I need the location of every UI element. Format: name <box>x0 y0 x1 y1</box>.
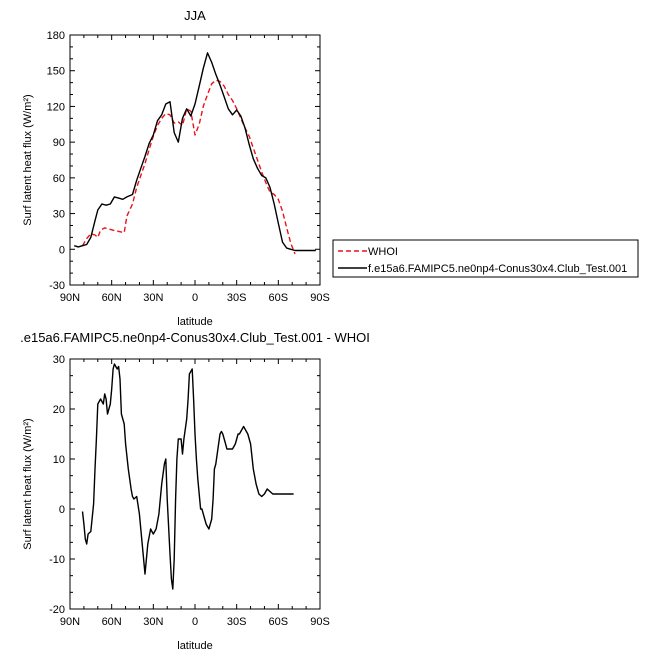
legend-label-whoi: WHOI <box>368 246 398 258</box>
plot-area <box>69 358 321 610</box>
plot-frame <box>69 358 321 610</box>
y-tick-label: 120 <box>47 101 65 113</box>
chart-title: .e15a6.FAMIPC5.ne0np4-Conus30x4.Club_Tes… <box>20 330 370 345</box>
x-tick-label: 30N <box>143 292 163 304</box>
series-line-2 <box>74 52 316 252</box>
x-tick-label: 0 <box>192 292 198 304</box>
x-tick-label: 90S <box>310 616 330 628</box>
y-tick-label: 90 <box>53 137 65 149</box>
y-tick-label: 0 <box>59 244 65 256</box>
y-tick-label: -10 <box>49 554 65 566</box>
legend-label-model: f.e15a6.FAMIPC5.ne0np4-Conus30x4.Club_Te… <box>368 263 627 275</box>
legend: WHOI f.e15a6.FAMIPC5.ne0np4-Conus30x4.Cl… <box>332 239 639 278</box>
x-axis-label: latitude <box>177 316 212 328</box>
y-tick-label: 10 <box>53 454 65 466</box>
x-tick-label: 90N <box>60 616 80 628</box>
y-tick-label: 30 <box>53 209 65 221</box>
series-line-1 <box>81 363 294 590</box>
legend-box <box>332 239 639 278</box>
x-tick-label: 60N <box>102 616 122 628</box>
y-axis-label: Surf latent heat flux (W/m²) <box>22 94 34 225</box>
chart-title: JJA <box>184 8 206 23</box>
x-tick-label: 30S <box>227 292 247 304</box>
x-tick-label: 90S <box>310 292 330 304</box>
x-tick-label: 90N <box>60 292 80 304</box>
y-axis-label: Surf latent heat flux (W/m²) <box>22 418 34 549</box>
y-tick-label: 20 <box>53 404 65 416</box>
y-tick-label: 180 <box>47 30 65 42</box>
plot-frame <box>69 34 321 286</box>
x-tick-label: 60S <box>269 292 289 304</box>
top-chart: JJA latitude Surf latent heat flux (W/m²… <box>22 8 639 328</box>
y-tick-label: -30 <box>49 280 65 292</box>
x-tick-label: 30N <box>143 616 163 628</box>
y-tick-label: 0 <box>59 504 65 516</box>
y-tick-label: 30 <box>53 354 65 366</box>
x-axis-label: latitude <box>177 640 212 652</box>
y-tick-label: 60 <box>53 173 65 185</box>
x-tick-label: 60N <box>102 292 122 304</box>
y-tick-label: -20 <box>49 604 65 616</box>
x-tick-label: 0 <box>192 616 198 628</box>
plot-area <box>69 34 321 286</box>
x-tick-label: 30S <box>227 616 247 628</box>
series-line-1 <box>81 79 296 255</box>
y-tick-label: 150 <box>47 66 65 78</box>
x-tick-label: 60S <box>269 616 289 628</box>
bottom-chart: .e15a6.FAMIPC5.ne0np4-Conus30x4.Club_Tes… <box>20 330 370 652</box>
